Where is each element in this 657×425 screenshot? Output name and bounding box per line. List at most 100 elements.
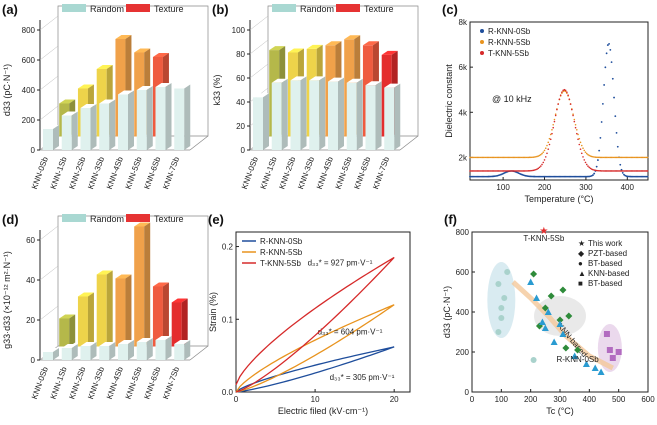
chart-a: 0 200 400 600 800 d33 (pC·N⁻¹) Random Texture KN… (2, 2, 209, 190)
data-point (489, 170, 491, 172)
data-point (641, 175, 644, 178)
legend-label: R-KNN-5Sb (260, 248, 303, 257)
random-bar-top (384, 83, 401, 88)
y-tick-label: 200 (456, 348, 470, 357)
data-point (499, 156, 501, 159)
data-point (625, 170, 628, 172)
y-axis-label: k33 (%) (212, 74, 222, 105)
random-bar-side (394, 83, 401, 150)
data-point (477, 175, 480, 178)
data-point (516, 170, 518, 172)
data-point (592, 174, 594, 176)
gridline (39, 75, 59, 91)
data-point (512, 156, 515, 159)
y-axis-label: Strain (%) (208, 292, 218, 332)
data-point (508, 170, 511, 172)
this-work-label: T-KNN-5Sb (523, 234, 564, 243)
gridline (39, 45, 59, 61)
data-point (595, 169, 598, 172)
x-tick-label: KNN-3Sb (296, 155, 316, 190)
data-point (619, 170, 622, 172)
data-point (629, 175, 632, 178)
data-point (533, 175, 536, 178)
data-point (511, 156, 514, 159)
data-point (634, 156, 636, 159)
data-point (569, 103, 572, 105)
data-point (526, 156, 528, 159)
data-point (486, 156, 489, 159)
data-point (614, 115, 617, 118)
data-point (641, 170, 644, 172)
data-point (535, 168, 537, 171)
data-point (536, 168, 538, 170)
random-bar-side (300, 76, 307, 150)
texture-bar-side (144, 222, 151, 347)
data-point (635, 156, 638, 159)
region-pzt (534, 296, 586, 336)
data-point (572, 175, 574, 178)
random-bar (155, 87, 166, 150)
data-point (614, 156, 617, 159)
random-bar-top (155, 83, 172, 87)
random-bar (136, 90, 147, 150)
data-point (553, 175, 556, 178)
y-tick-label: 80 (236, 50, 245, 59)
knn-point (544, 308, 552, 315)
legend-marker: ▲ (578, 269, 586, 278)
x-tick-label: KNN-6Sb (352, 155, 372, 190)
random-bar-side (90, 342, 97, 360)
random-bar (61, 348, 72, 360)
pzt-point (541, 304, 549, 312)
random-bar-side (184, 84, 191, 150)
legend-random-swatch (62, 4, 86, 12)
data-point (528, 169, 531, 172)
data-point (592, 155, 594, 158)
data-point (508, 156, 511, 159)
data-point (597, 156, 599, 159)
random-bar-side (165, 336, 172, 360)
y-tick-label: 600 (456, 268, 470, 277)
panel-label: (e) (208, 212, 224, 227)
y-axis-label: d33 (pC·N⁻¹) (442, 286, 452, 338)
bt-point (495, 329, 502, 335)
random-bar-side (109, 99, 116, 150)
data-point (537, 155, 540, 157)
data-point (480, 156, 482, 159)
data-point (598, 149, 601, 152)
legend-random-label: Random (90, 4, 124, 14)
data-point (479, 156, 481, 159)
data-point (532, 156, 535, 158)
data-point (600, 156, 603, 159)
data-point (623, 170, 625, 172)
x-axis-label: Electric filed (kV·cm⁻¹) (278, 406, 368, 416)
x-tick-label: KNN-6Sb (142, 155, 162, 190)
data-point (616, 170, 619, 172)
data-point (580, 152, 583, 155)
random-bar (174, 344, 185, 360)
data-point (610, 156, 613, 159)
data-point (542, 175, 545, 178)
data-point (507, 156, 510, 159)
texture-bar-top (115, 274, 132, 279)
data-point (499, 170, 501, 172)
data-point (636, 156, 639, 159)
data-point (503, 156, 506, 159)
data-point (641, 156, 644, 159)
texture-bar-top (287, 48, 304, 53)
annotation: @ 10 kHz (492, 94, 532, 104)
texture-bar-top (134, 48, 151, 53)
data-point (603, 84, 606, 86)
panel-label: (b) (212, 2, 229, 17)
legend-marker (480, 40, 484, 44)
data-point (535, 155, 537, 158)
legend-label: T-KNN-5Sb (260, 259, 301, 268)
x-tick-label: KNN-6Sb (142, 365, 162, 400)
random-bar-side (53, 125, 59, 150)
texture-bar-side (162, 282, 169, 347)
data-point (613, 170, 615, 172)
data-point (517, 170, 520, 172)
region-bt (487, 262, 516, 338)
y-tick-label: 0 (241, 146, 246, 155)
bt-point (504, 269, 511, 275)
random-bar (155, 340, 166, 360)
